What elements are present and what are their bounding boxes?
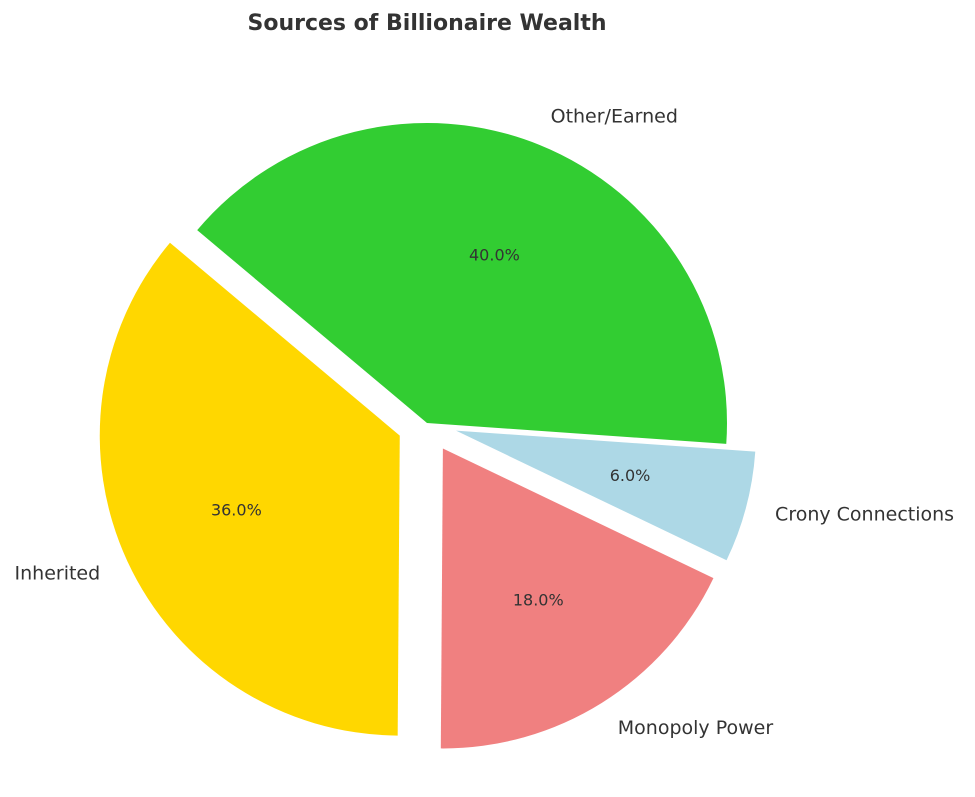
pct-label-crony-connections: 6.0% (610, 466, 651, 485)
pie-slices (99, 122, 756, 749)
pct-label-inherited: 36.0% (211, 501, 262, 520)
pie-slice-monopoly-power (440, 448, 714, 749)
slice-label-inherited: Inherited (15, 563, 101, 585)
slice-label-monopoly-power: Monopoly Power (618, 717, 774, 739)
pie-slice-other-earned (197, 122, 728, 444)
pie-slice-crony-connections (456, 430, 756, 561)
chart-title: Sources of Billionaire Wealth (247, 11, 606, 36)
pct-label-monopoly-power: 18.0% (513, 591, 564, 610)
pie-slice-inherited (99, 242, 400, 736)
pie-labels: Inherited 36.0% Monopoly Power 18.0% Crony C… (15, 106, 955, 739)
slice-label-other-earned: Other/Earned (551, 106, 678, 128)
pct-label-other-earned: 40.0% (469, 246, 520, 265)
slice-label-crony-connections: Crony Connections (775, 503, 954, 525)
